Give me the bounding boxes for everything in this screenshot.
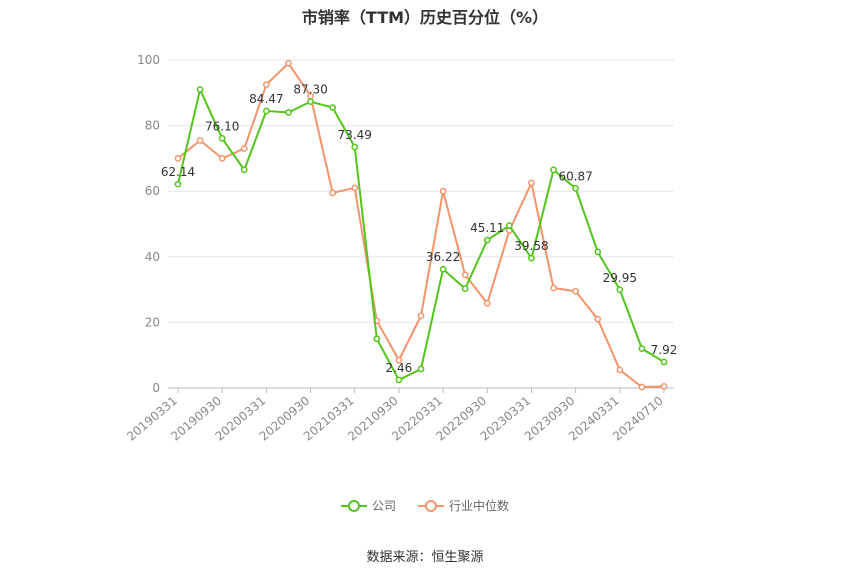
data-point xyxy=(550,284,557,292)
legend-swatch xyxy=(340,499,367,513)
data-label: 39.58 xyxy=(514,239,548,253)
data-point xyxy=(528,179,535,187)
legend-label: 行业中位数 xyxy=(449,499,510,513)
y-tick-label: 80 xyxy=(145,119,160,133)
series-line xyxy=(177,88,665,381)
data-point xyxy=(285,109,292,116)
data-point xyxy=(616,286,624,294)
data-point xyxy=(594,315,602,323)
data-point xyxy=(616,366,624,374)
series-0 xyxy=(174,86,668,384)
data-point xyxy=(329,189,336,197)
y-axis: 0 20 40 60 80 100 xyxy=(137,53,160,395)
x-axis: 2019033120190930202003312020093020210331… xyxy=(124,388,666,444)
data-point xyxy=(196,137,204,144)
data-point xyxy=(638,383,646,391)
data-point xyxy=(660,358,668,366)
data-point xyxy=(196,86,204,93)
series-1 xyxy=(174,59,668,391)
data-point xyxy=(395,356,403,364)
data-point xyxy=(285,59,292,67)
data-point xyxy=(329,104,336,111)
data-point xyxy=(351,184,359,192)
data-point xyxy=(528,254,535,262)
data-point xyxy=(594,248,602,256)
data-point xyxy=(572,184,579,192)
data-point xyxy=(263,107,270,115)
data-label: 87.30 xyxy=(293,83,327,97)
data-point xyxy=(483,236,491,244)
legend: 公司 行业中位数 xyxy=(0,497,850,514)
chart-title: 市销率（TTM）历史百分位（%） xyxy=(301,8,549,27)
y-tick-label: 40 xyxy=(145,250,160,264)
data-point xyxy=(351,143,359,151)
y-tick-label: 60 xyxy=(145,184,160,198)
data-point xyxy=(638,345,646,352)
data-point xyxy=(174,155,182,162)
grid-lines xyxy=(168,59,674,389)
data-point xyxy=(174,180,182,188)
data-point xyxy=(263,81,270,88)
data-label: 29.95 xyxy=(603,271,637,285)
data-point xyxy=(506,222,513,229)
data-labels: 62.14 76.10 84.47 87.30 73.49 2.46 36.22 45.11 3… xyxy=(161,83,678,375)
line-chart: 0 20 40 60 80 100 201903312019093020200331202… xyxy=(124,53,678,444)
data-label: 60.87 xyxy=(558,169,592,183)
data-label: 45.11 xyxy=(470,221,504,235)
legend-item-0[interactable]: 公司 xyxy=(340,497,396,514)
data-point xyxy=(550,166,557,174)
data-point xyxy=(572,287,579,295)
data-point xyxy=(307,98,314,106)
data-point xyxy=(439,265,447,273)
data-point xyxy=(439,187,447,195)
data-label: 2.46 xyxy=(386,361,413,375)
data-point xyxy=(395,376,403,384)
legend-label: 公司 xyxy=(371,499,396,513)
data-point xyxy=(218,155,226,162)
source-note: 数据来源：恒生聚源 xyxy=(366,550,484,565)
data-point xyxy=(218,135,226,142)
legend-item-1[interactable]: 行业中位数 xyxy=(418,497,509,514)
legend-swatch xyxy=(418,499,444,513)
data-label: 36.22 xyxy=(426,250,460,264)
data-label: 7.92 xyxy=(651,343,678,357)
y-tick-label: 0 xyxy=(152,381,160,395)
data-label: 62.14 xyxy=(161,165,195,179)
data-label: 76.10 xyxy=(205,119,239,133)
data-point xyxy=(240,145,248,152)
y-tick-label: 20 xyxy=(145,315,160,329)
data-label: 84.47 xyxy=(249,92,283,106)
data-point xyxy=(483,300,491,307)
data-point xyxy=(461,271,469,279)
data-point xyxy=(417,365,425,373)
series-line xyxy=(177,62,665,389)
data-point xyxy=(240,166,248,174)
data-point xyxy=(417,312,425,320)
y-tick-label: 100 xyxy=(137,53,160,67)
data-point xyxy=(373,335,381,343)
data-point xyxy=(461,285,469,292)
data-point xyxy=(660,383,668,390)
data-label: 73.49 xyxy=(338,128,372,142)
series-group xyxy=(174,59,668,391)
